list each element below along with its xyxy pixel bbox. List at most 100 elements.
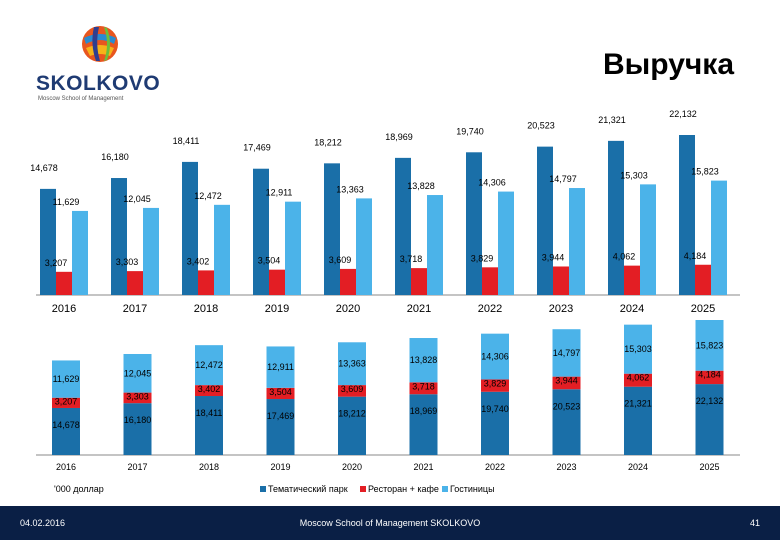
bottom-tick-2018: 2018 <box>199 462 219 472</box>
legend-label-restaurant: Ресторан + кафе <box>368 484 439 494</box>
bar-hotel-2023 <box>569 188 585 295</box>
label-restaurant-2019: 3,504 <box>258 256 281 266</box>
bar-restaurant-2017 <box>127 271 143 295</box>
label-hotel-2021: 13,828 <box>407 181 435 191</box>
label-restaurant-2020: 3,609 <box>329 255 352 265</box>
top-tick-2016: 2016 <box>52 303 76 315</box>
stack-restaurant-2020 <box>338 385 366 397</box>
stack-hotel-2025 <box>695 320 724 371</box>
label-park-2017: 16,180 <box>101 152 129 162</box>
bar-restaurant-2025 <box>695 264 711 295</box>
stack-label-park-2019: 17,469 <box>267 411 295 421</box>
bar-hotel-2019 <box>285 201 301 295</box>
stack-park-2016 <box>52 407 80 455</box>
stack-hotel-2017 <box>123 353 152 393</box>
top-tick-2024: 2024 <box>620 303 644 315</box>
bar-park-2024 <box>608 140 624 295</box>
stack-label-restaurant-2025: 4,184 <box>698 370 721 380</box>
bottom-tick-2020: 2020 <box>342 462 362 472</box>
stack-restaurant-2024 <box>624 373 652 387</box>
bar-hotel-2025 <box>711 180 727 295</box>
label-park-2021: 18,969 <box>385 132 413 142</box>
bottom-tick-2019: 2019 <box>270 462 290 472</box>
label-park-2018: 18,411 <box>173 136 200 146</box>
label-park-2019: 17,469 <box>243 143 271 153</box>
bar-hotel-2022 <box>498 191 514 295</box>
stack-restaurant-2022 <box>481 379 509 392</box>
stack-hotel-2022 <box>481 333 509 380</box>
stack-label-hotel-2019: 12,911 <box>267 362 294 372</box>
stack-restaurant-2025 <box>695 370 724 385</box>
top-tick-2017: 2017 <box>123 303 147 315</box>
label-hotel-2024: 15,303 <box>620 170 648 180</box>
bar-restaurant-2023 <box>553 266 569 295</box>
stack-label-park-2023: 20,523 <box>553 401 581 411</box>
footer: 04.02.2016 Moscow School of Management S… <box>0 506 780 540</box>
stack-label-restaurant-2018: 3,402 <box>198 384 221 394</box>
label-restaurant-2023: 3,944 <box>542 252 565 262</box>
stack-label-park-2022: 19,740 <box>481 404 509 414</box>
legend: Тематический парк Ресторан + кафе Гостиниц… <box>260 484 495 494</box>
footer-center: Moscow School of Management SKOLKOVO <box>299 518 481 528</box>
stack-label-hotel-2022: 14,306 <box>481 352 509 362</box>
stack-label-restaurant-2021: 3,718 <box>412 381 435 391</box>
stack-label-hotel-2018: 12,472 <box>195 360 223 370</box>
label-hotel-2025: 15,823 <box>691 167 719 177</box>
label-hotel-2018: 12,472 <box>194 191 222 201</box>
label-hotel-2019: 12,911 <box>266 188 293 198</box>
top-tick-2019: 2019 <box>265 303 289 315</box>
bar-park-2021 <box>395 157 411 295</box>
label-park-2025: 22,132 <box>669 109 697 119</box>
stack-hotel-2021 <box>409 338 438 383</box>
stack-label-restaurant-2022: 3,829 <box>484 378 507 388</box>
stack-park-2022 <box>481 391 509 455</box>
skolkovo-logo: SKOLKOVO Moscow School of Management <box>36 24 166 104</box>
stack-hotel-2024 <box>624 324 652 374</box>
stack-hotel-2023 <box>552 329 581 377</box>
stack-label-hotel-2024: 15,303 <box>624 344 652 354</box>
bottom-tick-2017: 2017 <box>127 462 147 472</box>
label-park-2024: 21,321 <box>598 115 626 125</box>
stack-label-park-2024: 21,321 <box>624 399 652 409</box>
bar-park-2017 <box>111 178 127 295</box>
bar-restaurant-2024 <box>624 265 640 295</box>
stack-label-restaurant-2017: 3,303 <box>126 392 149 402</box>
stack-label-park-2016: 14,678 <box>52 420 80 430</box>
stack-park-2019 <box>266 399 295 455</box>
bottom-tick-2022: 2022 <box>485 462 505 472</box>
bar-park-2019 <box>253 168 269 295</box>
bar-park-2020 <box>324 163 340 295</box>
bar-hotel-2017 <box>143 207 159 295</box>
stack-park-2021 <box>409 394 438 455</box>
bottom-chart: 14,678 3,207 11,629 2016 16,180 3,303 12,045 20… <box>52 320 724 472</box>
bar-hotel-2021 <box>427 195 443 295</box>
stack-park-2023 <box>552 389 581 455</box>
label-hotel-2016: 11,629 <box>53 197 80 207</box>
stack-hotel-2018 <box>195 345 223 386</box>
legend-label-park: Тематический парк <box>268 484 348 494</box>
stack-label-hotel-2020: 13,363 <box>338 359 366 369</box>
page-title: Выручка <box>602 48 734 81</box>
page-number: 41 <box>749 518 760 528</box>
bar-restaurant-2019 <box>269 269 285 295</box>
stack-label-park-2025: 22,132 <box>696 396 724 406</box>
top-chart: 14,678 3,207 11,629 2016 16,180 3,303 12,045 20… <box>30 109 727 315</box>
label-park-2020: 18,212 <box>314 137 342 147</box>
stack-label-hotel-2023: 14,797 <box>553 348 581 358</box>
stack-restaurant-2019 <box>266 387 295 400</box>
top-tick-2023: 2023 <box>549 303 573 315</box>
top-tick-2022: 2022 <box>478 303 502 315</box>
label-hotel-2022: 14,306 <box>478 178 506 188</box>
logo-name: SKOLKOVO <box>36 72 161 95</box>
legend-swatch-park <box>260 486 266 492</box>
label-restaurant-2021: 3,718 <box>400 254 423 264</box>
label-restaurant-2017: 3,303 <box>116 257 139 267</box>
stack-label-restaurant-2020: 3,609 <box>341 384 364 394</box>
stack-label-restaurant-2016: 3,207 <box>55 397 78 407</box>
label-restaurant-2022: 3,829 <box>471 253 494 263</box>
stack-restaurant-2017 <box>123 392 152 404</box>
stack-park-2017 <box>123 403 152 455</box>
top-tick-2020: 2020 <box>336 303 360 315</box>
bottom-tick-2024: 2024 <box>628 462 648 472</box>
bar-park-2016 <box>40 188 56 295</box>
